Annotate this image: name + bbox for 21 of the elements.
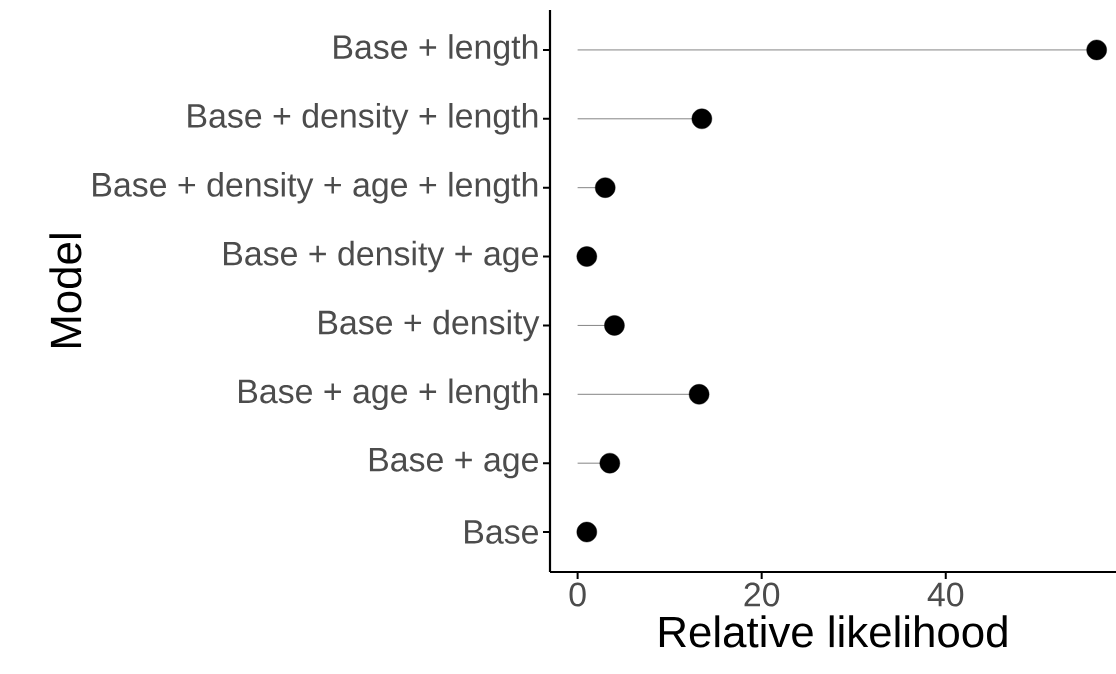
y-tick-label: Base + density + length (188, 103, 538, 135)
x-tick-label: 40 (927, 582, 964, 607)
y-tick-label: Base + age (369, 448, 538, 479)
point (595, 177, 616, 198)
x-tick-label: 20 (744, 582, 780, 607)
x-axis-title: Relative likelihood (659, 615, 1007, 648)
point (604, 315, 625, 336)
point (576, 521, 598, 543)
y-tick-label: Base + density + age + length (93, 171, 538, 204)
y-tick-label: Base (465, 520, 538, 544)
y-tick-label: Base + length (334, 34, 538, 66)
point (688, 384, 710, 405)
y-tick-label: Base + age + length (239, 378, 538, 411)
point (599, 452, 621, 474)
point (691, 108, 713, 129)
y-tick-label: Base + density + age (224, 240, 538, 273)
point (1086, 39, 1107, 61)
x-tick-label: 0 (569, 582, 586, 607)
y-tick-label: Base + density (319, 309, 540, 342)
y-axis-title: Model (49, 234, 82, 348)
point (576, 246, 598, 267)
